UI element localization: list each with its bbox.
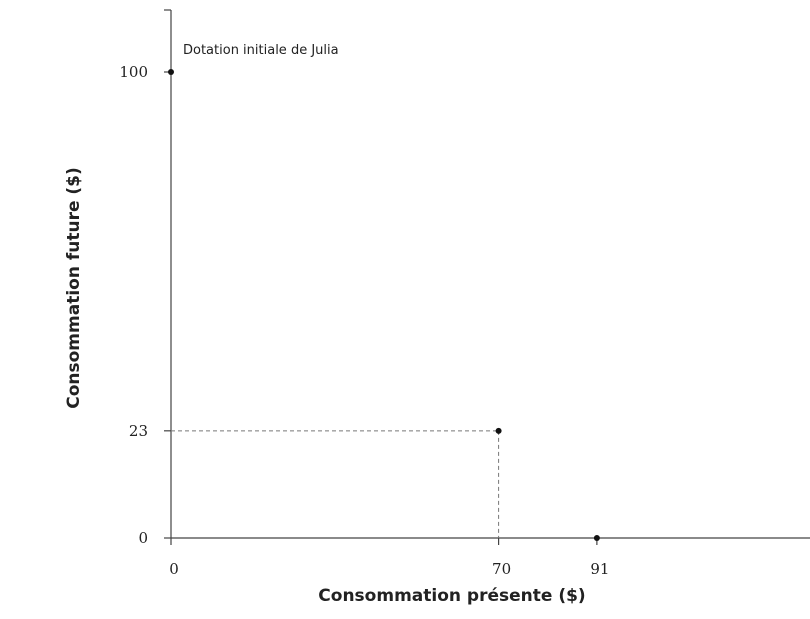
data-points bbox=[168, 69, 600, 541]
axes bbox=[164, 9, 810, 545]
x-tick-label: 0 bbox=[169, 560, 179, 578]
y-tick-label: 100 bbox=[119, 63, 148, 81]
annotation-endowment: Dotation initiale de Julia bbox=[183, 43, 339, 58]
data-point bbox=[168, 69, 174, 75]
tick-labels: 0 23 100 0 70 91 bbox=[119, 63, 609, 578]
data-point bbox=[593, 535, 600, 541]
y-tick-label: 0 bbox=[138, 529, 148, 547]
y-axis-title: Consommation future ($) bbox=[64, 167, 84, 409]
y-tick-label: 23 bbox=[129, 422, 148, 440]
data-point bbox=[495, 427, 502, 434]
x-tick-label: 70 bbox=[492, 560, 511, 578]
guide-lines bbox=[171, 430, 500, 538]
x-tick-label: 91 bbox=[590, 560, 609, 578]
x-axis-title: Consommation présente ($) bbox=[318, 586, 585, 606]
